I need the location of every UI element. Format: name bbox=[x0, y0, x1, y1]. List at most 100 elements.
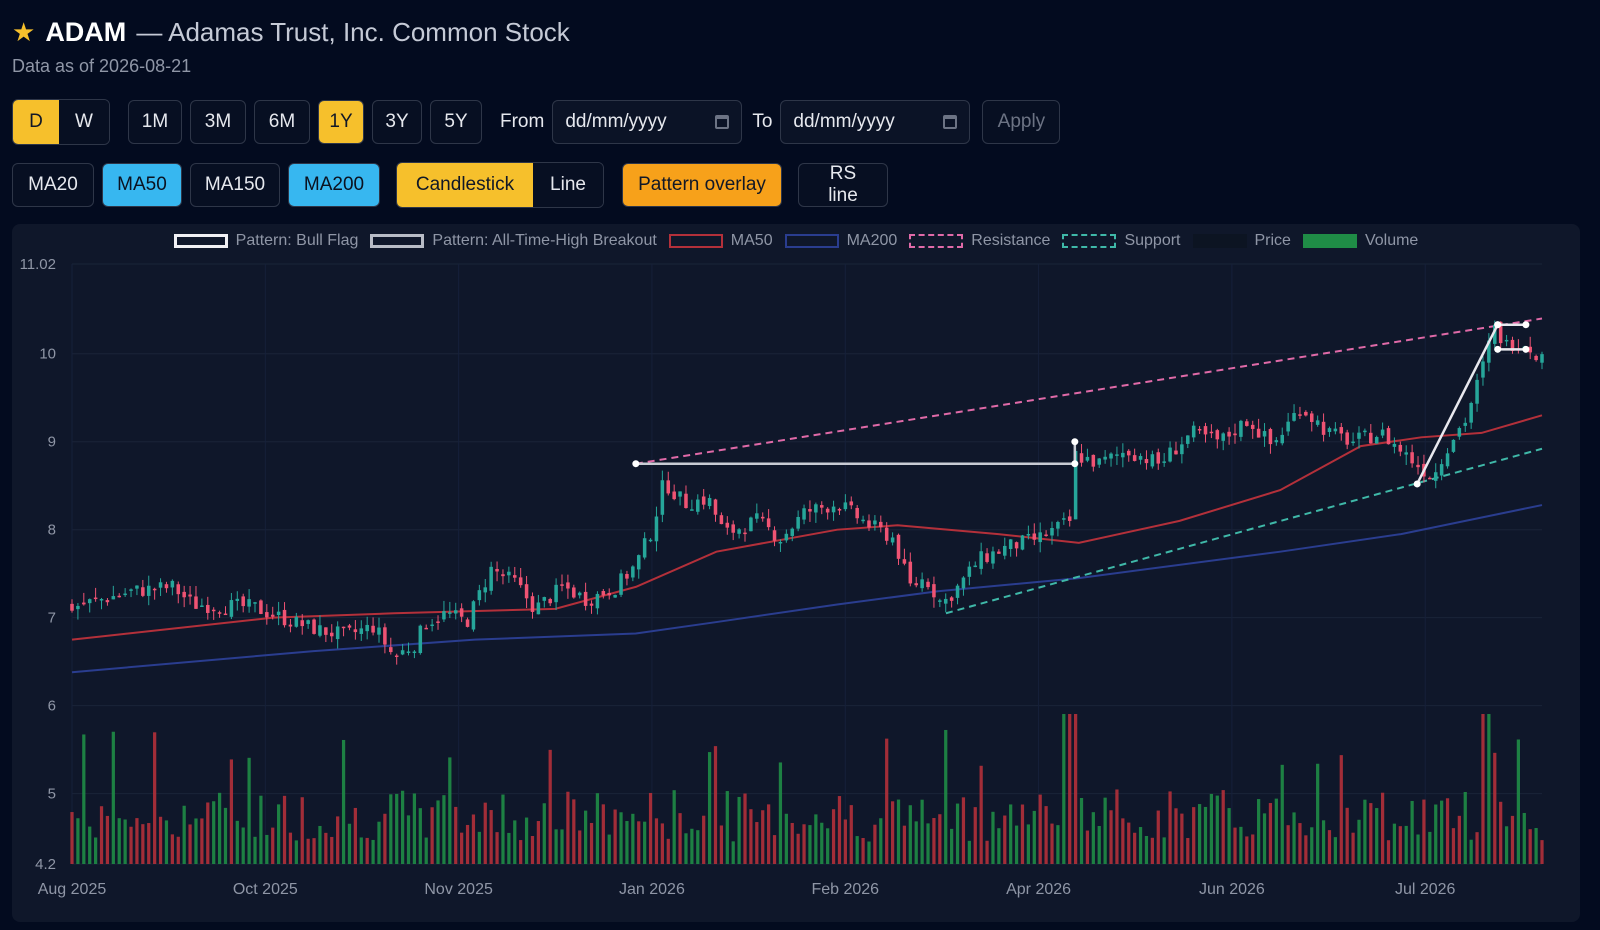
legend-bull-flag[interactable]: Pattern: Bull Flag bbox=[173, 232, 358, 250]
ma150-button[interactable]: MA150 bbox=[190, 163, 280, 207]
candle-body bbox=[448, 612, 452, 614]
ma200-button[interactable]: MA200 bbox=[288, 163, 380, 207]
candle-body bbox=[1463, 422, 1468, 426]
indicator-controls: MA20 MA50 MA150 MA200 Candlestick Line P… bbox=[12, 162, 896, 208]
volume-bar bbox=[961, 797, 966, 864]
candle-body bbox=[914, 583, 918, 586]
volume-bar bbox=[383, 813, 387, 864]
legend-support-swatch bbox=[1062, 234, 1117, 248]
interval-w-button[interactable]: W bbox=[59, 100, 109, 144]
range-1y-button[interactable]: 1Y bbox=[318, 100, 364, 144]
candle-body bbox=[1162, 461, 1166, 463]
volume-bar bbox=[690, 828, 694, 864]
candle-body bbox=[1433, 472, 1438, 481]
ma50-button[interactable]: MA50 bbox=[102, 163, 182, 207]
volume-bar bbox=[654, 818, 659, 864]
candle-body bbox=[660, 480, 665, 515]
legend-resistance[interactable]: Resistance bbox=[909, 232, 1050, 250]
to-date-input[interactable]: dd/mm/yyyy bbox=[780, 100, 971, 144]
candle-body bbox=[495, 569, 499, 572]
candle-body bbox=[1233, 433, 1237, 436]
volume-bar bbox=[495, 832, 499, 864]
candle-body bbox=[554, 584, 558, 603]
candle-body bbox=[406, 651, 411, 653]
legend-support[interactable]: Support bbox=[1062, 232, 1181, 250]
line-button[interactable]: Line bbox=[533, 163, 603, 207]
pattern-overlay-button[interactable]: Pattern overlay bbox=[622, 163, 782, 207]
volume-bar bbox=[454, 806, 458, 864]
volume-bar bbox=[1428, 831, 1432, 864]
volume-bar bbox=[265, 834, 269, 864]
legend-price[interactable]: Price bbox=[1192, 232, 1291, 250]
candle-body bbox=[1392, 443, 1397, 447]
candle-body bbox=[755, 513, 759, 519]
volume-bar bbox=[282, 795, 287, 864]
to-label: To bbox=[752, 111, 773, 132]
legend-label: MA200 bbox=[846, 232, 898, 249]
candle-body bbox=[1085, 456, 1090, 461]
pattern-point bbox=[1522, 321, 1530, 329]
range-6m-button[interactable]: 6M bbox=[254, 100, 310, 144]
candle-body bbox=[1097, 458, 1101, 465]
candle-body bbox=[725, 522, 730, 528]
apply-button[interactable]: Apply bbox=[982, 100, 1061, 144]
range-3m-button[interactable]: 3M bbox=[190, 100, 246, 144]
volume-bar bbox=[519, 840, 523, 864]
candle-body bbox=[1457, 428, 1462, 437]
y-tick-label: 8 bbox=[48, 522, 56, 539]
volume-bar bbox=[288, 832, 293, 864]
candlestick-button[interactable]: Candlestick bbox=[397, 163, 533, 207]
legend-ath-breakout[interactable]: Pattern: All-Time-High Breakout bbox=[370, 232, 657, 250]
star-icon[interactable]: ★ bbox=[12, 17, 36, 47]
volume-bar bbox=[542, 803, 546, 864]
volume-bar bbox=[1262, 813, 1267, 864]
range-5y-button[interactable]: 5Y bbox=[430, 100, 482, 144]
volume-bar bbox=[826, 828, 830, 864]
y-tick-label: 11.02 bbox=[20, 256, 56, 273]
volume-bar bbox=[808, 825, 812, 864]
volume-bar bbox=[1339, 755, 1343, 864]
calendar-icon[interactable] bbox=[715, 115, 730, 129]
from-date-input[interactable]: dd/mm/yyyy bbox=[552, 100, 743, 144]
volume-bar bbox=[554, 829, 558, 864]
legend-ma50[interactable]: MA50 bbox=[668, 232, 773, 250]
volume-bar bbox=[837, 796, 842, 864]
volume-bar bbox=[1327, 830, 1332, 864]
volume-bar bbox=[1534, 828, 1538, 864]
candle-body bbox=[701, 496, 706, 505]
candle-body bbox=[926, 581, 930, 588]
volume-bar bbox=[1138, 827, 1143, 864]
volume-bar bbox=[1274, 798, 1278, 864]
candle-body bbox=[253, 602, 257, 604]
volume-bar bbox=[1440, 800, 1444, 864]
volume-bar bbox=[926, 823, 930, 864]
candle-body bbox=[1510, 339, 1515, 351]
volume-bar bbox=[725, 791, 729, 864]
range-1m-button[interactable]: 1M bbox=[128, 100, 182, 144]
legend-label: Support bbox=[1124, 232, 1181, 249]
rs-line-button[interactable]: RS line bbox=[798, 163, 888, 207]
volume-bar bbox=[1451, 828, 1456, 864]
volume-bar bbox=[1020, 804, 1025, 864]
ma20-button[interactable]: MA20 bbox=[12, 163, 94, 207]
candle-body bbox=[501, 574, 505, 577]
candle-body bbox=[318, 625, 322, 636]
candle-body bbox=[1174, 450, 1178, 455]
calendar-icon[interactable] bbox=[943, 115, 958, 129]
x-tick-label: Nov 2025 bbox=[424, 881, 493, 898]
legend-volume[interactable]: Volume bbox=[1302, 232, 1418, 250]
price-chart[interactable]: 11.02 10 9 8 7 6 5 4.2 Aug 2025 Oct 2025 Nov 2025 J… bbox=[12, 224, 1580, 922]
candle-body bbox=[749, 517, 753, 532]
candle-body bbox=[400, 650, 405, 655]
candle-body bbox=[1528, 346, 1532, 353]
volume-bar bbox=[176, 836, 180, 864]
candle-body bbox=[1304, 411, 1308, 416]
candle-body bbox=[442, 611, 446, 620]
interval-d-button[interactable]: D bbox=[13, 100, 59, 144]
range-3y-button[interactable]: 3Y bbox=[372, 100, 422, 144]
volume-bar bbox=[330, 836, 334, 864]
volume-bar bbox=[1156, 810, 1160, 864]
candle-body bbox=[884, 527, 889, 541]
candle-body bbox=[259, 600, 263, 614]
legend-ma200[interactable]: MA200 bbox=[784, 232, 898, 250]
